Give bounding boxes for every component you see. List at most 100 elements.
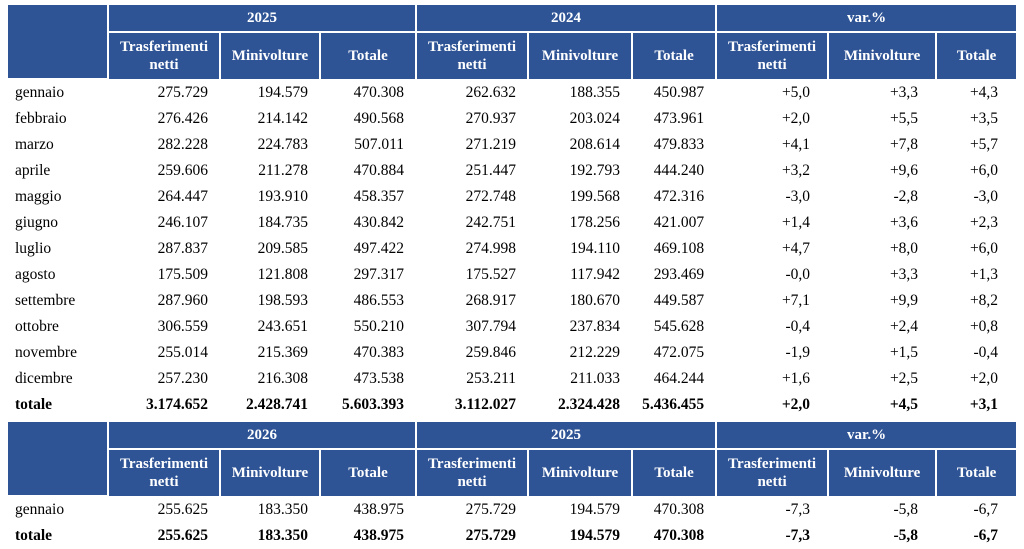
cell-value: 192.793 [528, 158, 633, 184]
cell-value: 275.729 [416, 523, 529, 549]
row-label: aprile [8, 158, 108, 184]
monthly-transfers-table-2026-vs-2025: 2026 2025 var.% Trasferimenti netti Mini… [8, 422, 1017, 549]
column-header-totale: Totale [320, 32, 418, 79]
cell-value: 194.579 [528, 496, 633, 523]
column-header-trasferimenti-netti: Trasferimenti netti [716, 449, 830, 496]
cell-value: 175.509 [108, 262, 220, 288]
cell-value: -0,0 [716, 262, 829, 288]
row-label: gennaio [8, 79, 108, 106]
cell-value: +3,2 [716, 158, 829, 184]
variation-group-header: var.% [716, 5, 1017, 33]
row-label: totale [8, 392, 108, 418]
cell-value: +5,5 [828, 106, 937, 132]
cell-value: 183.350 [220, 523, 320, 549]
row-label: dicembre [8, 366, 108, 392]
cell-value: 458.357 [320, 184, 417, 210]
cell-value: +0,8 [936, 314, 1017, 340]
cell-value: 199.568 [528, 184, 633, 210]
year-header-row: 2026 2025 var.% [8, 422, 1017, 497]
cell-value: +2,0 [716, 392, 829, 418]
cell-value: +1,6 [716, 366, 829, 392]
cell-value: +9,9 [828, 288, 937, 314]
cell-value: 469.108 [632, 236, 717, 262]
cell-value: +5,7 [936, 132, 1017, 158]
corner-cell [8, 5, 109, 80]
cell-value: +2,0 [716, 106, 829, 132]
cell-value: 251.447 [416, 158, 529, 184]
cell-value: -7,3 [716, 523, 829, 549]
column-header-trasferimenti-netti: Trasferimenti netti [416, 32, 530, 79]
cell-value: 215.369 [220, 340, 320, 366]
year-group-header: 2024 [416, 5, 718, 33]
column-header-totale: Totale [632, 32, 718, 79]
cell-value: 253.211 [416, 366, 529, 392]
row-label: settembre [8, 288, 108, 314]
cell-value: +4,5 [828, 392, 937, 418]
table-row: gennaio 255.625 183.350 438.975 275.729 194.5… [8, 496, 1017, 523]
cell-value: +6,0 [936, 158, 1017, 184]
cell-value: 287.837 [108, 236, 220, 262]
cell-value: 3.112.027 [416, 392, 529, 418]
cell-value: +4,3 [936, 79, 1017, 106]
cell-value: +2,5 [828, 366, 937, 392]
cell-value: 297.317 [320, 262, 417, 288]
cell-value: 198.593 [220, 288, 320, 314]
cell-value: 209.585 [220, 236, 320, 262]
table-row: aprile 259.606 211.278 470.884 251.447 192.79… [8, 158, 1017, 184]
cell-value: +8,2 [936, 288, 1017, 314]
table-row: novembre 255.014 215.369 470.383 259.846 212.… [8, 340, 1017, 366]
cell-value: -3,0 [936, 184, 1017, 210]
column-header-minivolture: Minivolture [220, 449, 321, 496]
cell-value: 490.568 [320, 106, 417, 132]
cell-value: 472.316 [632, 184, 717, 210]
table-row: maggio 264.447 193.910 458.357 272.748 199.56… [8, 184, 1017, 210]
table-row: totale 255.625 183.350 438.975 275.729 194.57… [8, 523, 1017, 549]
year-group-header: 2025 [108, 5, 418, 33]
cell-value: 117.942 [528, 262, 633, 288]
cell-value: 194.579 [528, 523, 633, 549]
row-label: totale [8, 523, 108, 549]
cell-value: 193.910 [220, 184, 320, 210]
cell-value: +4,1 [716, 132, 829, 158]
column-header-trasferimenti-netti: Trasferimenti netti [108, 449, 221, 496]
cell-value: 259.846 [416, 340, 529, 366]
table-row: dicembre 257.230 216.308 473.538 253.211 211.… [8, 366, 1017, 392]
cell-value: 178.256 [528, 210, 633, 236]
cell-value: -0,4 [716, 314, 829, 340]
table-row: gennaio 275.729 194.579 470.308 262.632 188.3… [8, 79, 1017, 106]
cell-value: +7,8 [828, 132, 937, 158]
table-row: settembre 287.960 198.593 486.553 268.917 180… [8, 288, 1017, 314]
cell-value: 188.355 [528, 79, 633, 106]
cell-value: 184.735 [220, 210, 320, 236]
cell-value: 438.975 [320, 496, 417, 523]
year-group-header: 2025 [416, 422, 718, 450]
table-row: giugno 246.107 184.735 430.842 242.751 178.25… [8, 210, 1017, 236]
cell-value: 180.670 [528, 288, 633, 314]
cell-value: 255.014 [108, 340, 220, 366]
cell-value: 175.527 [416, 262, 529, 288]
year-header-row: 2025 2024 var.% [8, 5, 1017, 80]
cell-value: 473.961 [632, 106, 717, 132]
cell-value: 5.436.455 [632, 392, 717, 418]
cell-value: 307.794 [416, 314, 529, 340]
cell-value: -6,7 [936, 523, 1017, 549]
cell-value: 237.834 [528, 314, 633, 340]
cell-value: -1,9 [716, 340, 829, 366]
cell-value: +3,3 [828, 262, 937, 288]
cell-value: +7,1 [716, 288, 829, 314]
cell-value: 272.748 [416, 184, 529, 210]
cell-value: 264.447 [108, 184, 220, 210]
row-label: ottobre [8, 314, 108, 340]
table-row: ottobre 306.559 243.651 550.210 307.794 237.8… [8, 314, 1017, 340]
subheader-row: Trasferimenti netti Minivolture Totale T… [8, 449, 1017, 496]
cell-value: 243.651 [220, 314, 320, 340]
table-row: luglio 287.837 209.585 497.422 274.998 194.11… [8, 236, 1017, 262]
cell-value: +4,7 [716, 236, 829, 262]
cell-value: +1,5 [828, 340, 937, 366]
cell-value: -6,7 [936, 496, 1017, 523]
column-header-totale: Totale [320, 449, 418, 496]
row-label: marzo [8, 132, 108, 158]
column-header-trasferimenti-netti: Trasferimenti netti [108, 32, 221, 79]
cell-value: 470.308 [632, 496, 717, 523]
